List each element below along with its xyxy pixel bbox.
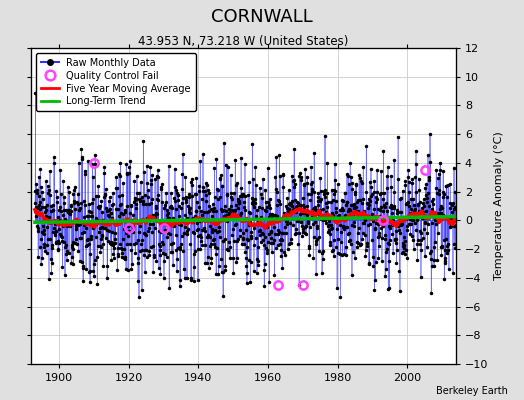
Legend: Raw Monthly Data, Quality Control Fail, Five Year Moving Average, Long-Term Tren: Raw Monthly Data, Quality Control Fail, … bbox=[36, 53, 196, 111]
Y-axis label: Temperature Anomaly (°C): Temperature Anomaly (°C) bbox=[494, 132, 504, 280]
Text: CORNWALL: CORNWALL bbox=[211, 8, 313, 26]
Text: Berkeley Earth: Berkeley Earth bbox=[436, 386, 508, 396]
Title: 43.953 N, 73.218 W (United States): 43.953 N, 73.218 W (United States) bbox=[138, 35, 349, 48]
